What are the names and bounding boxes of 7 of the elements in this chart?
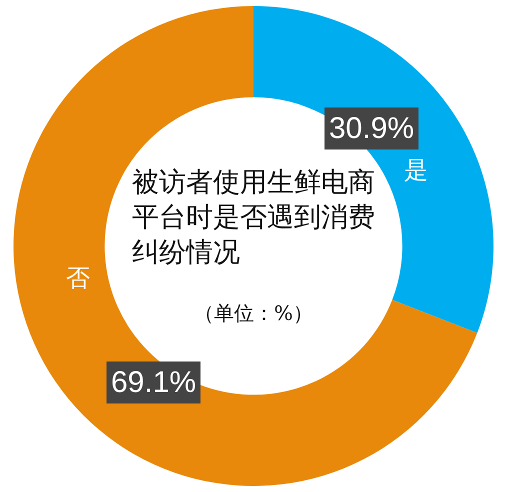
data-label: 69.1% [111, 366, 196, 399]
data-label: 30.9% [329, 112, 414, 145]
text: （单位：%） [194, 301, 314, 325]
slice-label: 否 [66, 264, 90, 292]
donut-slice [14, 6, 478, 486]
text: 被访者使用生鲜电商平台时是否遇到消费纠纷情况 [132, 167, 375, 268]
slice-label: 是 [404, 156, 428, 184]
